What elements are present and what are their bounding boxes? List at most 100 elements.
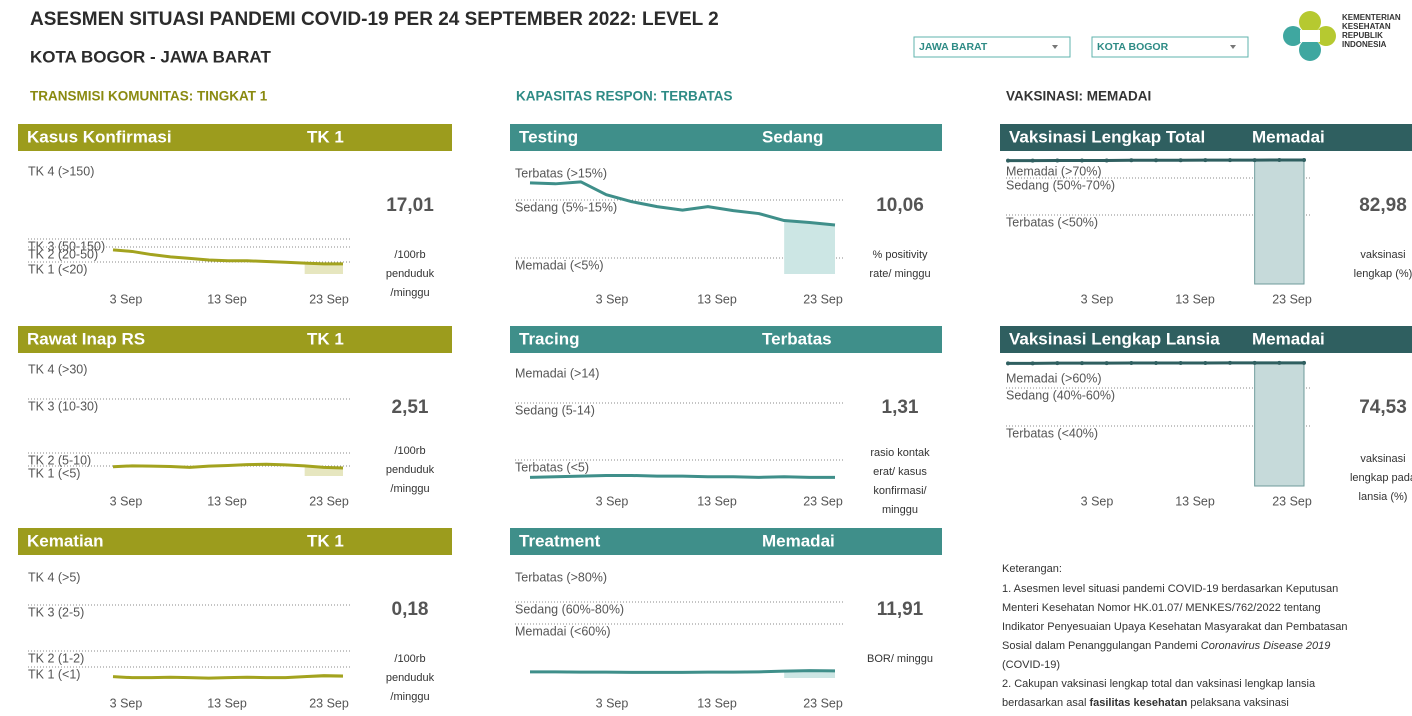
x-label: 3 Sep: [596, 494, 629, 508]
panel-status: TK 1: [307, 329, 344, 348]
band-label: TK 2 (5-10): [28, 453, 91, 467]
logo-text: KESEHATAN: [1342, 22, 1391, 31]
band-label: Memadai (<5%): [515, 258, 604, 272]
panel-status: Memadai: [1252, 127, 1325, 146]
trend-point: [1228, 360, 1232, 365]
dropdown[interactable]: [913, 36, 1071, 58]
trend-point: [1228, 158, 1232, 163]
value: 1,31: [882, 397, 919, 418]
section-title: KAPASITAS RESPON: TERBATAS: [516, 89, 733, 104]
band-label: Sedang (5-14): [515, 403, 595, 417]
band-label: TK 1 (<1): [28, 667, 80, 681]
note-line: Indikator Penyesuaian Upaya Kesehatan Ma…: [1002, 621, 1348, 633]
panel-name: Vaksinasi Lengkap Lansia: [1009, 329, 1220, 348]
logo-text: REPUBLIK: [1342, 31, 1383, 40]
dropdown-arrow: [1052, 45, 1058, 49]
band-label: Memadai (<60%): [515, 624, 611, 638]
panel-name: Kasus Konfirmasi: [27, 127, 172, 146]
trend-line: [112, 674, 344, 680]
trend-shade: [1254, 159, 1305, 285]
note-line: (COVID-19): [1002, 659, 1060, 671]
unit: /100rb: [394, 249, 425, 261]
unit: lengkap pada: [1350, 472, 1412, 484]
unit: /minggu: [390, 691, 429, 703]
value: 0,18: [392, 599, 429, 620]
trend-point: [1203, 360, 1208, 365]
panel-status: TK 1: [307, 531, 344, 550]
logo-text: KEMENTERIAN: [1342, 13, 1401, 22]
panel-header: [18, 528, 452, 555]
band-label: Sedang (5%-15%): [515, 200, 617, 214]
band-label: Terbatas (<5): [515, 460, 589, 474]
note-segment: Indikator Penyesuaian Upaya Kesehatan Ma…: [1002, 621, 1348, 633]
note-segment: (COVID-19): [1002, 659, 1060, 671]
note-segment: 2. Cakupan vaksinasi lengkap total dan v…: [1002, 678, 1316, 690]
unit: minggu: [882, 504, 918, 516]
unit: % positivity: [872, 249, 928, 261]
value: 82,98: [1359, 195, 1407, 216]
unit: lansia (%): [1359, 491, 1408, 503]
unit: BOR/ minggu: [867, 653, 933, 665]
note-line: 1. Asesmen level situasi pandemi COVID-1…: [1002, 583, 1338, 595]
x-label: 3 Sep: [110, 292, 143, 306]
band-label: TK 2 (1-2): [28, 651, 84, 665]
unit: rasio kontak: [870, 447, 930, 459]
unit: vaksinasi: [1360, 249, 1405, 261]
panel-status: Memadai: [1252, 329, 1325, 348]
trend-point: [1129, 158, 1134, 163]
trend-point: [1006, 158, 1010, 163]
trend-point: [1302, 360, 1306, 365]
value: 2,51: [392, 397, 429, 418]
panel-status: TK 1: [307, 127, 344, 146]
trend-line: [529, 180, 836, 227]
x-label: 23 Sep: [309, 696, 349, 710]
panel-status: Memadai: [762, 531, 835, 550]
trend-point: [1252, 158, 1257, 163]
panel-name: Vaksinasi Lengkap Total: [1009, 127, 1205, 146]
unit: vaksinasi: [1360, 453, 1405, 465]
x-label: 23 Sep: [803, 696, 843, 710]
x-label: 23 Sep: [309, 494, 349, 508]
band-label: TK 4 (>30): [28, 362, 87, 376]
panel-header: [510, 528, 942, 555]
x-label: 23 Sep: [803, 494, 843, 508]
x-label: 13 Sep: [697, 494, 737, 508]
x-label: 3 Sep: [596, 696, 629, 710]
panel-header: [510, 124, 942, 151]
x-label: 13 Sep: [1175, 494, 1215, 508]
trend-point: [1302, 158, 1306, 162]
trend-point: [1104, 158, 1109, 163]
band-label: TK 4 (>150): [28, 164, 94, 178]
trend-shade: [1254, 362, 1305, 487]
band-label: TK 2 (20-50): [28, 247, 98, 261]
dropdown[interactable]: [1091, 36, 1249, 58]
x-label: 3 Sep: [596, 292, 629, 306]
band-label: TK 3 (2-5): [28, 605, 84, 619]
unit: rate/ minggu: [869, 268, 930, 280]
band-label: TK 3 (50-150): [28, 239, 105, 253]
trend-line: [530, 669, 836, 674]
note-segment: Menteri Kesehatan Nomor HK.01.07/ MENKES…: [1002, 602, 1321, 614]
panel-name: Treatment: [519, 531, 601, 550]
panel-header: [510, 326, 942, 353]
band-label: Terbatas (>15%): [515, 166, 607, 180]
band-label: TK 4 (>5): [28, 570, 80, 584]
panel-status: Sedang: [762, 127, 823, 146]
dropdown-label: KOTA BOGOR: [1097, 41, 1169, 53]
panel-name: Kematian: [27, 531, 104, 550]
band-label: Sedang (60%-80%): [515, 602, 624, 616]
band-label: TK 1 (<20): [28, 262, 87, 276]
section-title: VAKSINASI: MEMADAI: [1006, 89, 1151, 104]
x-label: 13 Sep: [697, 292, 737, 306]
trend-point: [1178, 360, 1183, 365]
x-label: 13 Sep: [207, 696, 247, 710]
trend-point: [1277, 360, 1282, 365]
unit: /minggu: [390, 483, 429, 495]
trend-point: [1252, 360, 1257, 365]
note-line: Menteri Kesehatan Nomor HK.01.07/ MENKES…: [1002, 602, 1321, 614]
unit: lengkap (%): [1354, 268, 1412, 280]
panel-status: Terbatas: [762, 329, 832, 348]
trend-line: [112, 248, 343, 266]
notes-title: Keterangan:: [1002, 563, 1062, 575]
